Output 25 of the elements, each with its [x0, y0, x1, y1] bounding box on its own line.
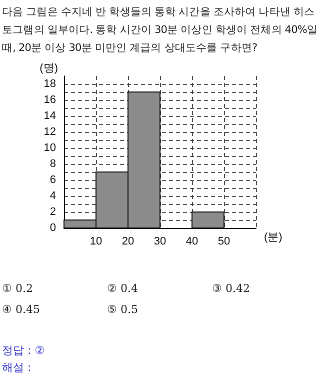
- x-tick-label: 20: [122, 236, 134, 248]
- text: 해설 :: [2, 360, 32, 376]
- text: ⑤ 0.5: [107, 303, 139, 318]
- text: ③ 0.42: [212, 282, 251, 297]
- y-tick-label: 8: [50, 158, 56, 170]
- y-axis-title: (명): [40, 62, 58, 74]
- chart-title: 다음 그림은 수지네 반 학생들의 통학 시간을 조사하여 나타낸 히스토그램의 일부이다. 통학 시간이 30분 이상인 학생이 전체의 40%일 때, 20분 이상 30분 미만인 계급의 상대도수를 구하면?: [2, 5, 319, 56]
- text: ① 0.2: [2, 282, 34, 297]
- y-tick-label: 4: [50, 190, 56, 202]
- text: 정답 : ②: [2, 343, 45, 359]
- x-axis-title: (분): [264, 232, 282, 244]
- text: ④ 0.45: [2, 303, 41, 318]
- y-tick-label: 6: [50, 174, 56, 186]
- y-tick-label: 18: [44, 78, 56, 90]
- y-tick-label: 10: [44, 142, 56, 154]
- y-tick-label: 2: [50, 206, 56, 218]
- x-tick-label: 40: [186, 236, 198, 248]
- y-tick-label: 14: [44, 110, 56, 122]
- text: ② 0.4: [107, 282, 139, 297]
- y-tick-label: 0: [50, 222, 56, 234]
- y-tick-label: 16: [44, 94, 56, 106]
- x-tick-label: 30: [154, 236, 166, 248]
- y-tick-label: 12: [44, 126, 56, 138]
- x-tick-label: 50: [218, 236, 230, 248]
- x-tick-label: 10: [90, 236, 102, 248]
